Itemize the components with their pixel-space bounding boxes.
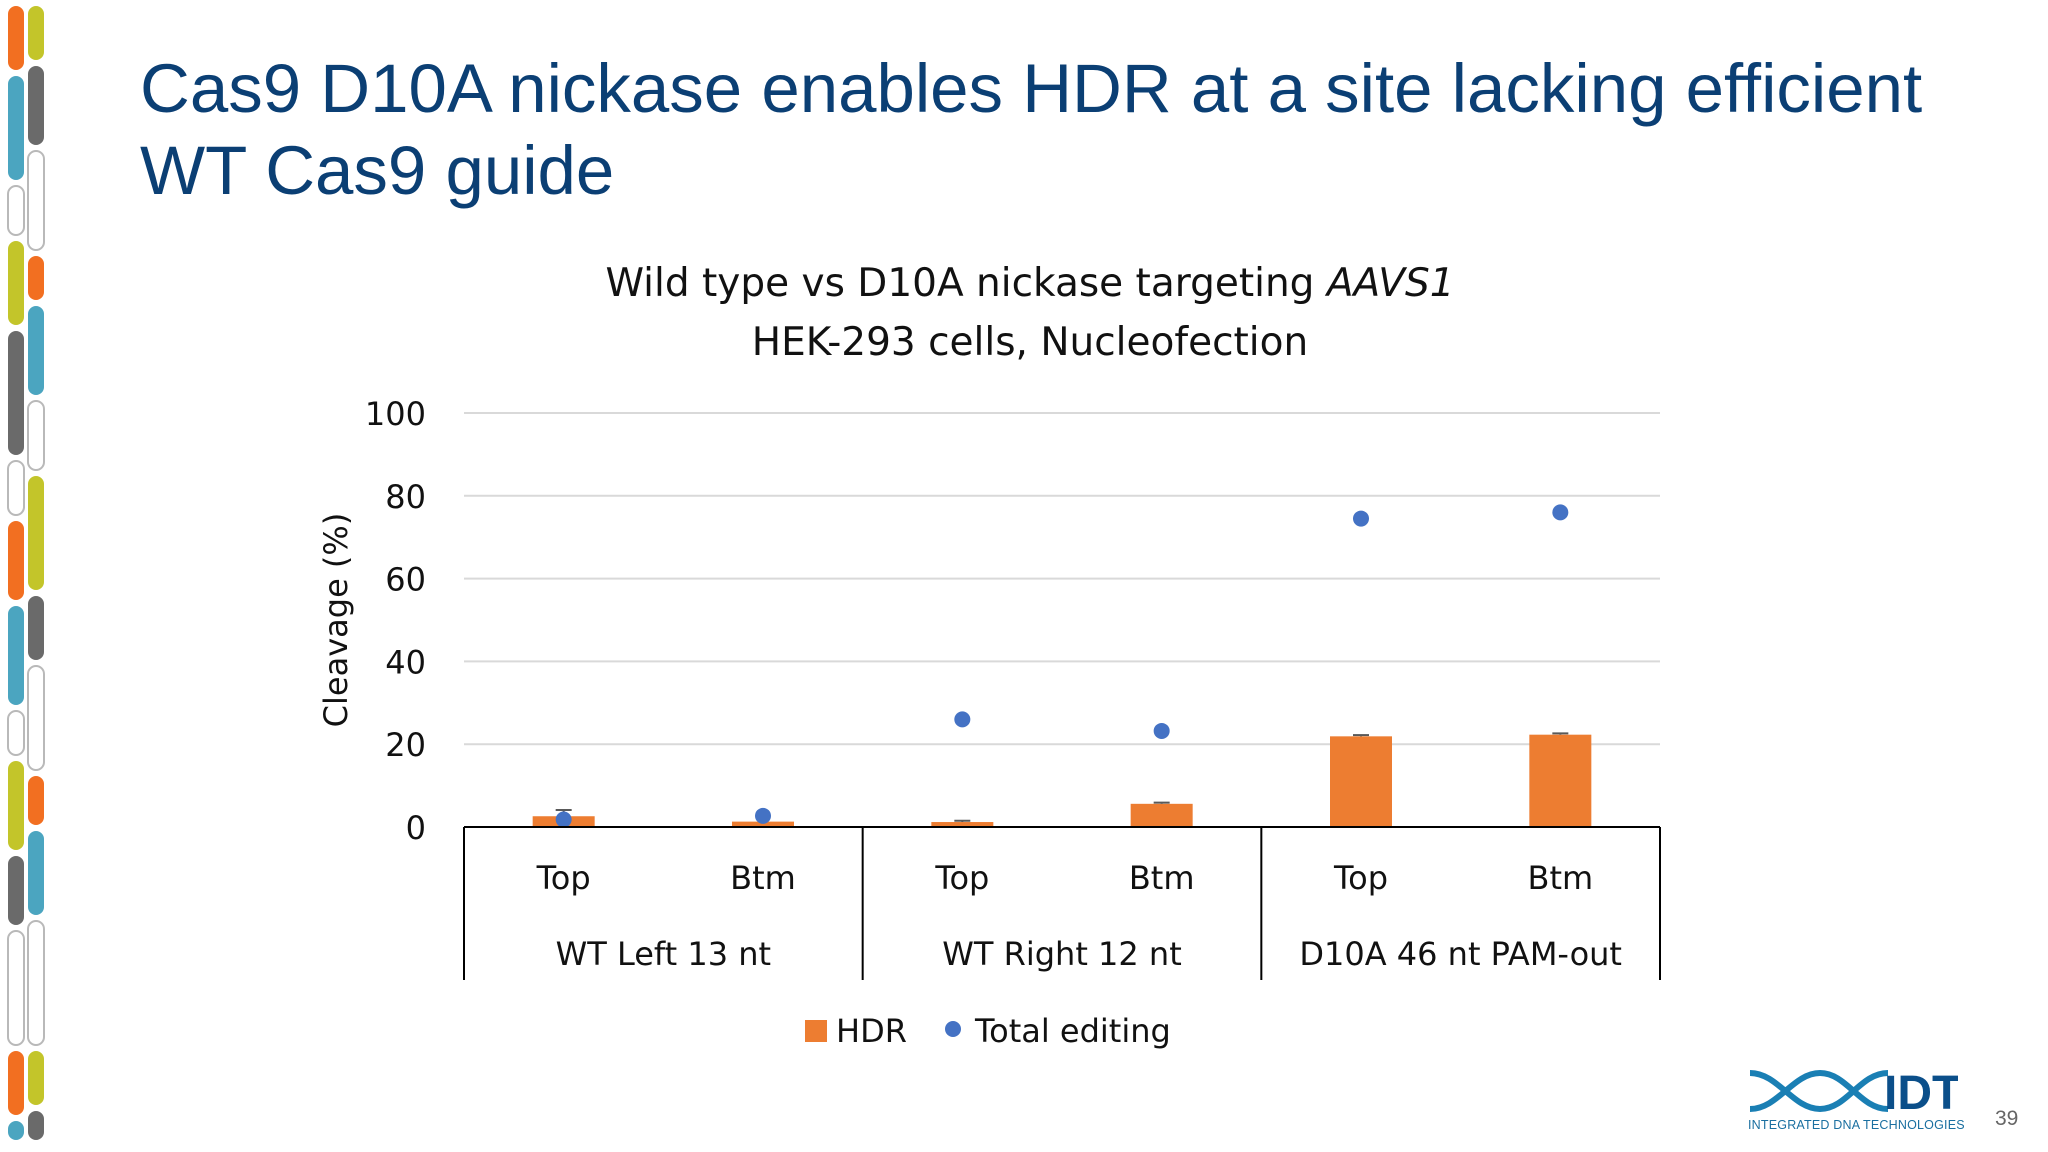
idt-logo: IDT <box>1749 1067 1958 1119</box>
strip-segment <box>7 710 25 756</box>
strip-segment <box>8 521 24 600</box>
group-label: WT Left 13 nt <box>556 935 771 973</box>
x-tick-label: Top <box>934 859 989 897</box>
chart-title-line-1: Wild type vs D10A nickase targeting AAVS… <box>605 261 1454 306</box>
page-number: 39 <box>1995 1107 2019 1130</box>
strip-segment <box>28 1051 44 1105</box>
y-tick-label: 80 <box>385 478 426 516</box>
legend-total-editing-label: Total editing <box>974 1012 1171 1050</box>
logo-wordmark: IDT <box>1884 1067 1958 1119</box>
logo-tagline: INTEGRATED DNA TECHNOLOGIES <box>1748 1118 1965 1132</box>
strip-segment <box>8 1121 24 1140</box>
strip-segment <box>27 150 45 251</box>
x-tick-label: Btm <box>730 859 796 897</box>
strip-segment <box>8 1051 24 1115</box>
legend-hdr-swatch <box>805 1020 827 1042</box>
strip-segment <box>28 256 44 300</box>
x-axis: Top Btm Top Btm Top Btm WT Left 13 nt WT Right … <box>463 826 1661 980</box>
y-tick-label: 20 <box>385 726 426 764</box>
chart-title-gene: AAVS1 <box>1324 261 1455 306</box>
legend-hdr-label: HDR <box>836 1012 907 1050</box>
strip-segment <box>8 856 24 925</box>
y-axis-ticks: 0 20 40 60 80 100 <box>365 395 426 847</box>
strip-segment <box>27 400 45 471</box>
hdr-bars <box>532 734 1592 827</box>
strip-segment <box>7 930 25 1046</box>
strip-segment <box>7 460 25 516</box>
total-editing-point <box>755 807 771 824</box>
strip-segment <box>8 241 24 325</box>
strip-segment <box>8 6 24 70</box>
chart-title-line-2: HEK-293 cells, Nucleofection <box>752 320 1308 365</box>
strip-segment <box>8 76 24 180</box>
group-label: D10A 46 nt PAM-out <box>1299 935 1622 973</box>
strip-segment <box>28 776 44 825</box>
total-editing-points <box>555 504 1569 828</box>
hdr-bar <box>1529 734 1592 827</box>
strip-segment <box>28 596 44 660</box>
total-editing-point <box>954 711 971 728</box>
x-tick-label: Btm <box>1129 859 1195 897</box>
y-axis-label: Cleavage (%) <box>317 513 355 728</box>
total-editing-point <box>555 811 572 828</box>
strip-segment <box>28 1111 44 1140</box>
strip-segment <box>28 66 44 145</box>
x-tick-label: Btm <box>1527 859 1593 897</box>
total-editing-point <box>1353 510 1369 527</box>
hdr-bar <box>732 821 794 827</box>
group-label: WT Right 12 nt <box>942 935 1182 973</box>
hdr-bar <box>1130 803 1193 827</box>
gridlines <box>464 412 1660 746</box>
strip-segment <box>8 331 24 455</box>
strip-segment <box>28 476 44 590</box>
strip-segment <box>8 761 24 850</box>
hdr-bar <box>931 822 994 827</box>
strip-segment <box>27 920 45 1046</box>
y-tick-label: 60 <box>385 561 426 599</box>
legend-total-editing-marker <box>945 1021 961 1037</box>
slide-title: Cas9 D10A nickase enables HDR at a site … <box>140 48 2000 212</box>
total-editing-point <box>1552 504 1569 521</box>
strip-segment <box>7 185 25 236</box>
decorative-chromosome-strip <box>7 6 45 1140</box>
strip-segment <box>28 306 44 395</box>
strip-segment <box>28 831 44 915</box>
legend: HDR Total editing <box>805 1012 1171 1050</box>
slide-title-line-1: Cas9 D10A nickase enables HDR at a site … <box>140 50 1923 127</box>
strip-segment <box>27 665 45 771</box>
x-tick-label: Top <box>1333 859 1388 897</box>
dna-helix-icon <box>1749 1069 1889 1113</box>
slide-title-line-2: WT Cas9 guide <box>140 132 615 209</box>
x-tick-label: Top <box>536 859 591 897</box>
strip-segment <box>28 6 44 60</box>
y-tick-label: 40 <box>385 643 426 681</box>
strip-segment <box>8 606 24 705</box>
y-tick-label: 100 <box>365 395 426 433</box>
y-tick-label: 0 <box>406 809 426 847</box>
hdr-error-bars <box>555 732 1569 823</box>
hdr-bar <box>1330 736 1392 827</box>
total-editing-point <box>1153 722 1170 739</box>
